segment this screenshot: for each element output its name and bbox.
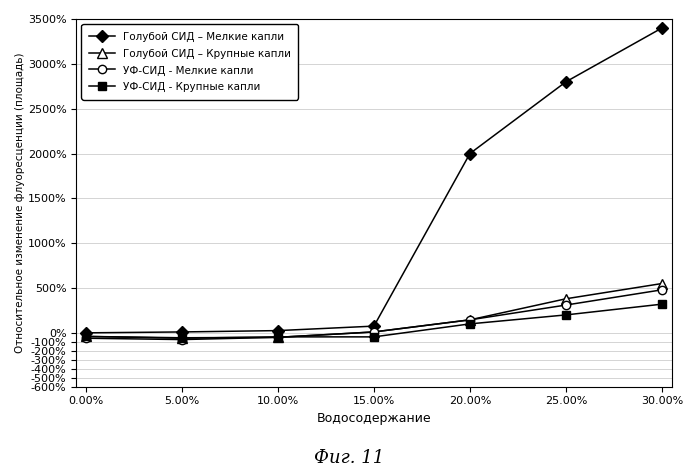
Голубой СИД – Крупные капли xyxy=(562,296,570,301)
Голубой СИД – Крупные капли xyxy=(370,329,378,335)
УФ-СИД - Мелкие капли xyxy=(562,302,570,308)
Legend: Голубой СИД – Мелкие капли, Голубой СИД – Крупные капли, УФ-СИД - Мелкие капли, : Голубой СИД – Мелкие капли, Голубой СИД … xyxy=(82,24,298,100)
УФ-СИД - Крупные капли xyxy=(562,312,570,318)
Line: УФ-СИД - Мелкие капли: УФ-СИД - Мелкие капли xyxy=(82,285,666,344)
Text: Фиг. 11: Фиг. 11 xyxy=(315,449,384,468)
Голубой СИД – Мелкие капли xyxy=(178,329,186,335)
Голубой СИД – Мелкие капли xyxy=(466,151,474,156)
Голубой СИД – Крупные капли xyxy=(82,334,90,339)
УФ-СИД - Крупные капли xyxy=(466,321,474,327)
УФ-СИД - Крупные капли xyxy=(658,301,666,307)
X-axis label: Водосодержание: Водосодержание xyxy=(317,412,431,425)
Голубой СИД – Мелкие капли xyxy=(274,328,282,333)
Line: УФ-СИД - Крупные капли: УФ-СИД - Крупные капли xyxy=(82,300,666,343)
УФ-СИД - Мелкие капли xyxy=(274,335,282,340)
УФ-СИД - Крупные капли xyxy=(178,336,186,341)
Голубой СИД – Крупные капли xyxy=(178,335,186,341)
УФ-СИД - Крупные капли xyxy=(274,334,282,340)
Голубой СИД – Мелкие капли xyxy=(658,25,666,31)
Голубой СИД – Мелкие капли xyxy=(82,330,90,336)
Голубой СИД – Мелкие капли xyxy=(562,79,570,85)
Голубой СИД – Мелкие капли xyxy=(370,323,378,329)
УФ-СИД - Мелкие капли xyxy=(658,287,666,292)
УФ-СИД - Мелкие капли xyxy=(82,336,90,341)
Y-axis label: Относительное изменение флуоресценции (площадь): Относительное изменение флуоресценции (п… xyxy=(15,52,25,353)
Голубой СИД – Крупные капли xyxy=(466,317,474,322)
УФ-СИД - Крупные капли xyxy=(370,334,378,340)
УФ-СИД - Мелкие капли xyxy=(370,329,378,335)
Line: Голубой СИД – Мелкие капли: Голубой СИД – Мелкие капли xyxy=(82,24,666,337)
УФ-СИД - Мелкие капли xyxy=(178,337,186,343)
Line: Голубой СИД – Крупные капли: Голубой СИД – Крупные капли xyxy=(81,278,667,343)
Голубой СИД – Крупные капли xyxy=(274,335,282,340)
Голубой СИД – Крупные капли xyxy=(658,281,666,286)
УФ-СИД - Мелкие капли xyxy=(466,317,474,322)
УФ-СИД - Крупные капли xyxy=(82,334,90,339)
